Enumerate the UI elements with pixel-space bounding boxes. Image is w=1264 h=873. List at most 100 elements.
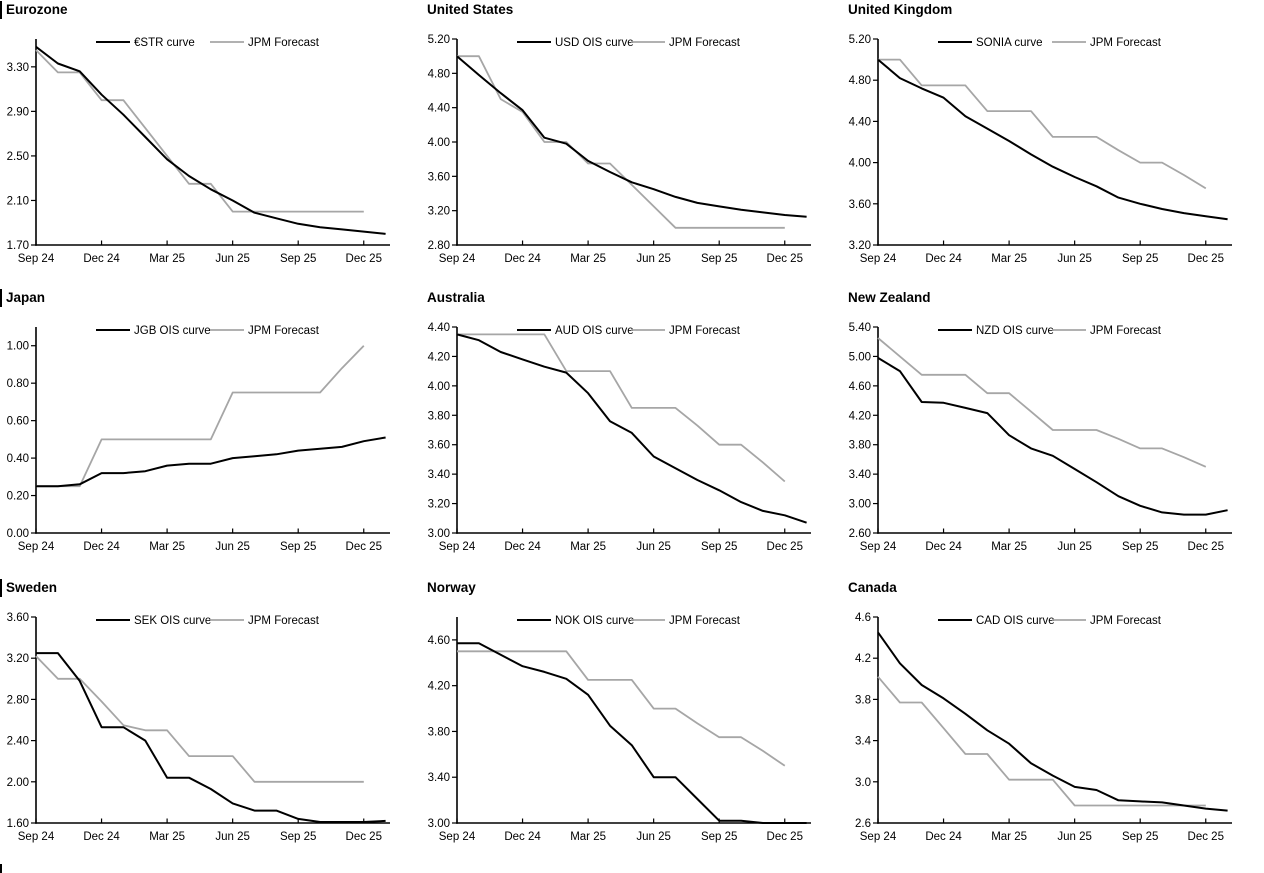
x-tick-label: Sep 25 (701, 831, 737, 843)
x-tick-label: Dec 24 (83, 831, 120, 843)
ois-line (877, 357, 1228, 516)
y-tick-label: 1.70 (7, 240, 29, 252)
y-tick-label: 2.80 (7, 694, 29, 706)
legend-label-forecast: JPM Forecast (1090, 615, 1162, 627)
x-tick-label: Dec 25 (346, 253, 382, 265)
y-tick-label: 4.6 (855, 612, 871, 624)
x-tick-label: Jun 25 (1057, 831, 1092, 843)
x-tick-label: Sep 24 (439, 541, 476, 553)
y-tick-label: 3.40 (428, 469, 450, 481)
y-tick-label: 4.80 (849, 75, 871, 87)
legend-label-ois: USD OIS curve (555, 37, 634, 49)
legend-label-forecast: JPM Forecast (248, 37, 320, 49)
chart-header: Eurozone (0, 0, 421, 20)
ois-line (35, 46, 386, 235)
ois-line (36, 652, 386, 823)
x-tick-label: Sep 24 (439, 253, 476, 265)
legend-label-forecast: JPM Forecast (248, 615, 320, 627)
y-tick-label: 3.00 (428, 818, 450, 830)
x-tick-label: Sep 24 (18, 253, 55, 265)
y-tick-label: 3.80 (849, 440, 871, 452)
section-divider-bar (0, 289, 2, 307)
y-tick-label: 3.20 (849, 240, 871, 252)
legend-label-ois: CAD OIS curve (976, 615, 1055, 627)
line-chart: 2.80 3.20 3.60 4.00 4.40 4.80 5.20 Sep 24 Dec 24… (428, 34, 811, 265)
x-tick-label: Dec 25 (767, 831, 803, 843)
y-tick-label: 4.40 (428, 103, 450, 115)
y-tick-label: 4.20 (428, 351, 450, 363)
chart-header: Sweden (0, 578, 421, 598)
chart-title: Sweden (6, 580, 58, 595)
x-tick-label: Mar 25 (570, 541, 606, 553)
y-tick-label: 4.40 (849, 116, 871, 128)
y-tick-label: 3.20 (7, 653, 29, 665)
y-tick-label: 2.90 (7, 106, 29, 118)
line-chart: 3.00 3.20 3.40 3.60 3.80 4.00 4.20 4.40 Sep 24 De… (428, 322, 811, 553)
y-tick-label: 3.60 (428, 171, 450, 183)
x-tick-label: Dec 24 (504, 541, 541, 553)
line-chart: 2.60 3.00 3.40 3.80 4.20 4.60 5.00 5.40 Sep 24 De… (849, 322, 1232, 553)
y-tick-label: 0.20 (7, 491, 29, 503)
y-tick-label: 2.80 (428, 240, 450, 252)
chart-header: Canada (842, 578, 1263, 598)
x-tick-label: Sep 25 (280, 831, 316, 843)
y-tick-label: 3.60 (428, 440, 450, 452)
line-chart: 1.60 2.00 2.40 2.80 3.20 3.60 Sep 24 Dec 24 Mar … (7, 612, 390, 843)
chart-header: United States (421, 0, 842, 20)
legend-label-forecast: JPM Forecast (669, 37, 741, 49)
line-chart: 0.00 0.20 0.40 0.60 0.80 1.00 Sep 24 Dec 24 Mar … (7, 325, 390, 553)
x-tick-label: Sep 24 (860, 831, 897, 843)
chart-title: Australia (427, 290, 485, 305)
chart-header: Japan (0, 288, 421, 308)
chart-panel-united-kingdom: United Kingdom 3.20 3.60 4.00 4.40 4.80 5.20 S… (842, 0, 1263, 284)
x-tick-label: Dec 25 (346, 541, 382, 553)
line-chart: 2.6 3.0 3.4 3.8 4.2 4.6 Sep 24 Dec 24 Mar 25 Jun … (855, 612, 1232, 843)
x-tick-label: Sep 24 (860, 541, 897, 553)
chart-title: Norway (427, 580, 476, 595)
y-tick-label: 4.80 (428, 68, 450, 80)
chart-title: United States (427, 2, 514, 17)
chart-header: Australia (421, 288, 842, 308)
legend-label-ois: SONIA curve (976, 37, 1042, 49)
chart-panel-sweden: Sweden 1.60 2.00 2.40 2.80 3.20 3.60 Sep 24 Dec… (0, 578, 421, 862)
y-tick-label: 3.80 (428, 726, 450, 738)
y-tick-label: 5.20 (428, 34, 450, 46)
y-tick-label: 4.00 (849, 158, 871, 170)
y-tick-label: 3.20 (428, 499, 450, 511)
y-tick-label: 2.10 (7, 195, 29, 207)
legend-label-ois: SEK OIS curve (134, 615, 211, 627)
y-tick-label: 3.00 (428, 528, 450, 540)
y-tick-label: 0.80 (7, 378, 29, 390)
x-tick-label: Mar 25 (991, 541, 1027, 553)
y-tick-label: 5.00 (849, 351, 871, 363)
chart-panel-eurozone: Eurozone 1.70 2.10 2.50 2.90 3.30 Sep 24 Dec 2… (0, 0, 421, 284)
y-tick-label: 4.60 (849, 381, 871, 393)
y-tick-label: 3.0 (855, 777, 871, 789)
x-tick-label: Mar 25 (570, 253, 606, 265)
chart-title: Canada (848, 580, 897, 595)
y-tick-label: 4.20 (849, 410, 871, 422)
y-tick-label: 1.60 (7, 818, 29, 830)
y-tick-label: 2.50 (7, 151, 29, 163)
x-tick-label: Dec 25 (1188, 253, 1224, 265)
y-tick-label: 4.40 (428, 322, 450, 334)
x-tick-label: Dec 24 (83, 541, 120, 553)
chart-header: United Kingdom (842, 0, 1263, 20)
x-tick-label: Dec 24 (925, 541, 962, 553)
legend-label-forecast: JPM Forecast (669, 615, 741, 627)
ois-line (457, 642, 807, 824)
forecast-line (878, 58, 1207, 190)
legend-label-forecast: JPM Forecast (248, 325, 320, 337)
forecast-line (457, 650, 786, 767)
x-tick-label: Mar 25 (570, 831, 606, 843)
y-tick-label: 2.40 (7, 736, 29, 748)
line-chart: 3.00 3.40 3.80 4.20 4.60 Sep 24 Dec 24 Mar 25 Ju… (428, 615, 811, 843)
x-tick-label: Sep 25 (1122, 253, 1158, 265)
x-tick-label: Dec 24 (925, 831, 962, 843)
x-tick-label: Mar 25 (991, 253, 1027, 265)
y-tick-label: 3.30 (7, 62, 29, 74)
legend-label-ois: €STR curve (134, 37, 195, 49)
chart-panel-canada: Canada 2.6 3.0 3.4 3.8 4.2 4.6 Sep 24 Dec 24 Mar… (842, 578, 1263, 862)
x-tick-label: Jun 25 (1057, 253, 1092, 265)
chart-header: New Zealand (842, 288, 1263, 308)
